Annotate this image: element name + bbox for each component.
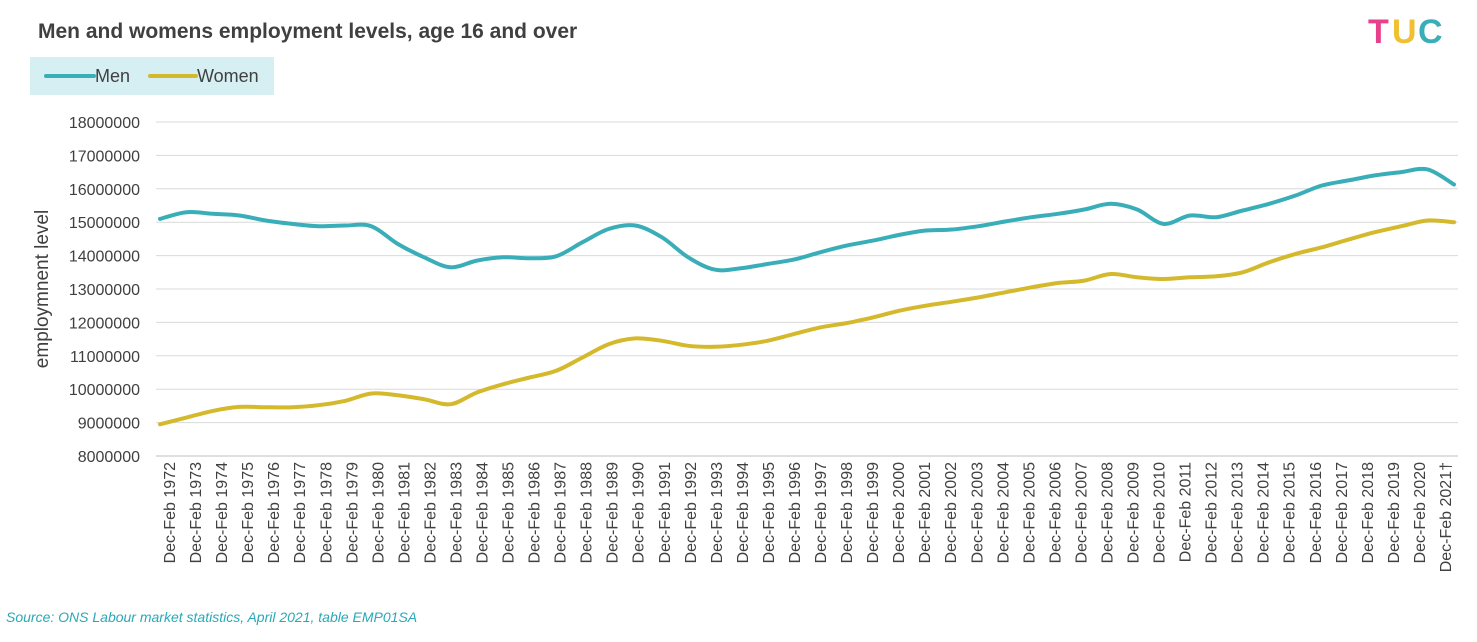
x-tick-label: Dec-Feb 2008 [1099, 462, 1116, 563]
y-tick-label: 18000000 [69, 115, 140, 132]
y-tick-label: 13000000 [69, 282, 140, 299]
tuc-logo: T U C [1368, 13, 1443, 51]
x-tick-label: Dec-Feb 1979 [344, 462, 361, 563]
legend-label-women: Women [197, 66, 259, 86]
x-tick-label: Dec-Feb 1988 [579, 462, 596, 563]
x-tick-label: Dec-Feb 2021† [1438, 462, 1455, 572]
x-tick-label: Dec-Feb 1995 [761, 462, 778, 563]
x-tick-label: Dec-Feb 1983 [448, 462, 465, 563]
x-tick-label: Dec-Feb 1981 [396, 462, 413, 563]
x-tick-label: Dec-Feb 2010 [1152, 462, 1169, 563]
x-tick-label: Dec-Feb 1993 [709, 462, 726, 563]
series-line-women [158, 218, 1456, 427]
x-tick-label: Dec-Feb 2014 [1256, 462, 1273, 563]
x-tick-label: Dec-Feb 2001 [917, 462, 934, 563]
x-tick-label: Dec-Feb 1982 [422, 462, 439, 563]
y-tick-label: 12000000 [69, 315, 140, 332]
source-note: Source: ONS Labour market statistics, Ap… [6, 609, 417, 625]
x-tick-label: Dec-Feb 2007 [1073, 462, 1090, 563]
x-tick-label: Dec-Feb 1976 [266, 462, 283, 563]
x-tick-label: Dec-Feb 1973 [188, 462, 205, 563]
y-tick-label: 11000000 [70, 349, 140, 366]
x-tick-label: Dec-Feb 2018 [1360, 462, 1377, 563]
series-lines [158, 166, 1456, 427]
x-tick-label: Dec-Feb 2002 [943, 462, 960, 563]
y-axis-ticks: 8000000 9000000 10000000 11000000 12000000 13… [69, 115, 140, 466]
x-tick-label: Dec-Feb 1972 [162, 462, 179, 563]
x-tick-label: Dec-Feb 1998 [839, 462, 856, 563]
y-tick-label: 9000000 [78, 416, 140, 433]
y-tick-label: 10000000 [69, 382, 140, 399]
chart-title: Men and womens employment levels, age 16… [38, 20, 577, 43]
x-tick-label: Dec-Feb 2012 [1204, 462, 1221, 563]
y-tick-label: 14000000 [69, 249, 140, 266]
y-axis-label: employmnent level [32, 210, 53, 368]
x-tick-label: Dec-Feb 1991 [657, 462, 674, 563]
x-tick-label: Dec-Feb 2005 [1021, 462, 1038, 563]
series-line-men [158, 166, 1456, 273]
x-tick-label: Dec-Feb 1987 [553, 462, 570, 563]
x-tick-label: Dec-Feb 1992 [683, 462, 700, 563]
y-tick-label: 15000000 [69, 215, 140, 232]
x-tick-label: Dec-Feb 1997 [813, 462, 830, 563]
x-tick-label: Dec-Feb 2013 [1230, 462, 1247, 563]
y-tick-label: 8000000 [78, 449, 140, 466]
x-tick-label: Dec-Feb 2011 [1178, 462, 1195, 562]
x-tick-label: Dec-Feb 1989 [605, 462, 622, 563]
gridlines [156, 121, 1458, 424]
x-tick-label: Dec-Feb 2003 [969, 462, 986, 563]
x-tick-label: Dec-Feb 1999 [865, 462, 882, 563]
x-tick-label: Dec-Feb 2017 [1334, 462, 1351, 563]
x-tick-label: Dec-Feb 2009 [1126, 462, 1143, 563]
x-tick-label: Dec-Feb 1984 [475, 462, 492, 563]
svg-text:T: T [1368, 13, 1389, 51]
legend-label-men: Men [95, 66, 130, 86]
x-tick-label: Dec-Feb 1996 [787, 462, 804, 563]
x-tick-label: Dec-Feb 1986 [527, 462, 544, 563]
x-axis-ticks: Dec-Feb 1972 Dec-Feb 1973 Dec-Feb 1974 Dec-… [162, 462, 1455, 572]
x-tick-label: Dec-Feb 1978 [318, 462, 335, 563]
x-tick-label: Dec-Feb 2020 [1412, 462, 1429, 563]
x-tick-label: Dec-Feb 1977 [292, 462, 309, 563]
x-tick-label: Dec-Feb 1985 [501, 462, 518, 563]
legend: Men Women [30, 57, 274, 95]
x-tick-label: Dec-Feb 2000 [891, 462, 908, 563]
x-tick-label: Dec-Feb 2004 [995, 462, 1012, 563]
x-tick-label: Dec-Feb 2006 [1047, 462, 1064, 563]
x-tick-label: Dec-Feb 1980 [370, 462, 387, 563]
y-tick-label: 16000000 [69, 182, 140, 199]
x-tick-label: Dec-Feb 2015 [1282, 462, 1299, 563]
svg-text:U: U [1392, 13, 1417, 51]
x-tick-label: Dec-Feb 2016 [1308, 462, 1325, 563]
x-tick-label: Dec-Feb 1990 [631, 462, 648, 563]
x-tick-label: Dec-Feb 2019 [1386, 462, 1403, 563]
y-tick-label: 17000000 [69, 148, 140, 165]
x-tick-label: Dec-Feb 1994 [735, 462, 752, 563]
x-tick-label: Dec-Feb 1975 [240, 462, 257, 563]
x-tick-label: Dec-Feb 1974 [214, 462, 231, 563]
svg-text:C: C [1418, 13, 1443, 51]
